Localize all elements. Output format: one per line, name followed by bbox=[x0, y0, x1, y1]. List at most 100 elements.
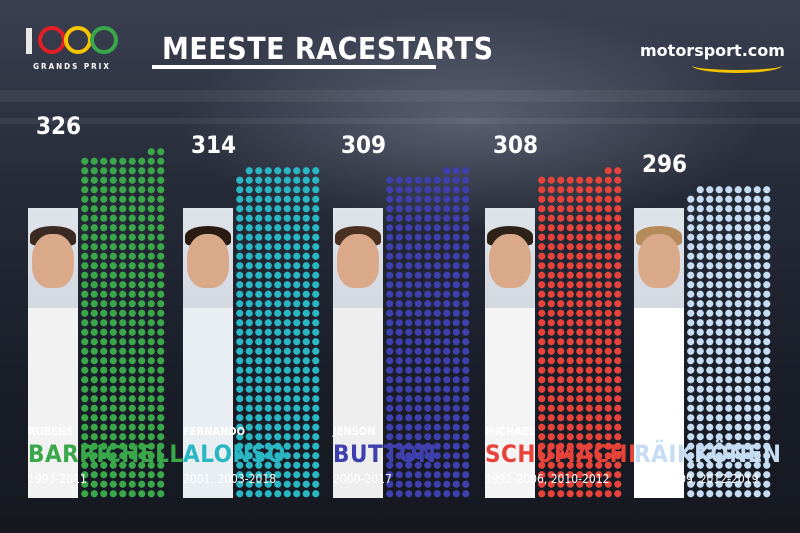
race-start-dot bbox=[763, 480, 771, 488]
race-start-dot bbox=[763, 271, 771, 279]
race-start-dot bbox=[433, 461, 441, 469]
bar-schumacher bbox=[538, 167, 622, 498]
race-start-dot bbox=[557, 452, 565, 460]
driver-column: 308 MICHAEL SCHUMACHER 1991-2006, 2010-2012 bbox=[485, 110, 660, 510]
race-start-dot bbox=[715, 281, 723, 289]
race-start-dot bbox=[302, 423, 310, 431]
race-start-dot bbox=[302, 262, 310, 270]
race-start-dot bbox=[386, 480, 394, 488]
race-start-dot bbox=[302, 243, 310, 251]
race-start-dot bbox=[138, 490, 146, 498]
race-start-dot bbox=[255, 271, 263, 279]
race-start-dot bbox=[245, 414, 253, 422]
race-start-dot bbox=[547, 281, 555, 289]
race-start-dot bbox=[443, 490, 451, 498]
race-start-dot bbox=[595, 404, 603, 412]
race-start-dot bbox=[547, 347, 555, 355]
race-start-dot bbox=[386, 357, 394, 365]
race-start-dot bbox=[452, 423, 460, 431]
race-start-dot bbox=[90, 214, 98, 222]
race-start-dot bbox=[715, 395, 723, 403]
race-start-dot bbox=[576, 338, 584, 346]
race-start-dot bbox=[566, 404, 574, 412]
race-start-dot bbox=[157, 404, 165, 412]
race-start-dot bbox=[687, 224, 695, 232]
driver-photo-raikkonen bbox=[634, 207, 684, 498]
brand-swoosh-icon bbox=[692, 58, 782, 73]
value-label: 326 bbox=[36, 112, 82, 140]
race-start-dot bbox=[585, 490, 593, 498]
race-start-dot bbox=[274, 290, 282, 298]
race-start-dot bbox=[687, 271, 695, 279]
race-start-dot bbox=[452, 319, 460, 327]
race-start-dot bbox=[576, 271, 584, 279]
driver-career-years: 2000-2017 bbox=[333, 472, 392, 486]
race-start-dot bbox=[547, 461, 555, 469]
race-start-dot bbox=[293, 300, 301, 308]
driver-face bbox=[489, 233, 531, 288]
race-start-dot bbox=[81, 433, 89, 441]
race-start-dot bbox=[433, 404, 441, 412]
race-start-dot bbox=[283, 461, 291, 469]
race-start-dot bbox=[452, 243, 460, 251]
race-start-dot bbox=[264, 366, 272, 374]
race-start-dot bbox=[604, 385, 612, 393]
race-start-dot bbox=[119, 328, 127, 336]
race-start-dot bbox=[274, 300, 282, 308]
race-start-dot bbox=[614, 319, 622, 327]
race-start-dot bbox=[585, 338, 593, 346]
race-start-dot bbox=[744, 395, 752, 403]
race-start-dot bbox=[109, 423, 117, 431]
race-start-dot bbox=[109, 452, 117, 460]
race-start-dot bbox=[443, 243, 451, 251]
race-start-dot bbox=[264, 414, 272, 422]
race-start-dot bbox=[264, 167, 272, 175]
driver-face bbox=[187, 233, 229, 288]
race-start-dot bbox=[405, 490, 413, 498]
race-start-dot bbox=[128, 376, 136, 384]
race-start-dot bbox=[157, 281, 165, 289]
race-start-dot bbox=[585, 385, 593, 393]
race-start-dot bbox=[753, 376, 761, 384]
race-start-dot bbox=[264, 452, 272, 460]
race-start-dot bbox=[763, 281, 771, 289]
race-start-dot bbox=[604, 338, 612, 346]
race-start-dot bbox=[715, 357, 723, 365]
driver-first-name: KIMI bbox=[634, 425, 659, 438]
race-start-dot bbox=[264, 347, 272, 355]
race-start-dot bbox=[696, 328, 704, 336]
race-start-dot bbox=[405, 480, 413, 488]
race-start-dot bbox=[119, 224, 127, 232]
race-start-dot bbox=[452, 233, 460, 241]
driver-photo-barrichello bbox=[28, 207, 78, 498]
race-start-dot bbox=[274, 442, 282, 450]
race-start-dot bbox=[424, 281, 432, 289]
race-start-dot bbox=[715, 471, 723, 479]
race-start-dot bbox=[557, 480, 565, 488]
race-start-dot bbox=[386, 404, 394, 412]
race-start-dot bbox=[715, 309, 723, 317]
race-start-dot bbox=[744, 433, 752, 441]
race-start-dot bbox=[119, 452, 127, 460]
race-start-dot bbox=[119, 233, 127, 241]
race-start-dot bbox=[312, 461, 320, 469]
bar-alonso bbox=[236, 167, 320, 498]
race-start-dot bbox=[147, 366, 155, 374]
race-start-dot bbox=[424, 262, 432, 270]
race-start-dot bbox=[576, 281, 584, 289]
race-start-dot bbox=[614, 490, 622, 498]
race-start-dot bbox=[687, 347, 695, 355]
race-start-dot bbox=[547, 195, 555, 203]
race-start-dot bbox=[744, 338, 752, 346]
race-start-dot bbox=[386, 366, 394, 374]
race-start-dot bbox=[100, 347, 108, 355]
race-start-dot bbox=[81, 176, 89, 184]
race-start-dot bbox=[236, 414, 244, 422]
race-start-dot bbox=[90, 366, 98, 374]
race-start-dot bbox=[443, 347, 451, 355]
race-start-dot bbox=[264, 224, 272, 232]
race-start-dot bbox=[264, 290, 272, 298]
race-start-dot bbox=[614, 423, 622, 431]
race-start-dot bbox=[547, 214, 555, 222]
race-start-dot bbox=[433, 385, 441, 393]
